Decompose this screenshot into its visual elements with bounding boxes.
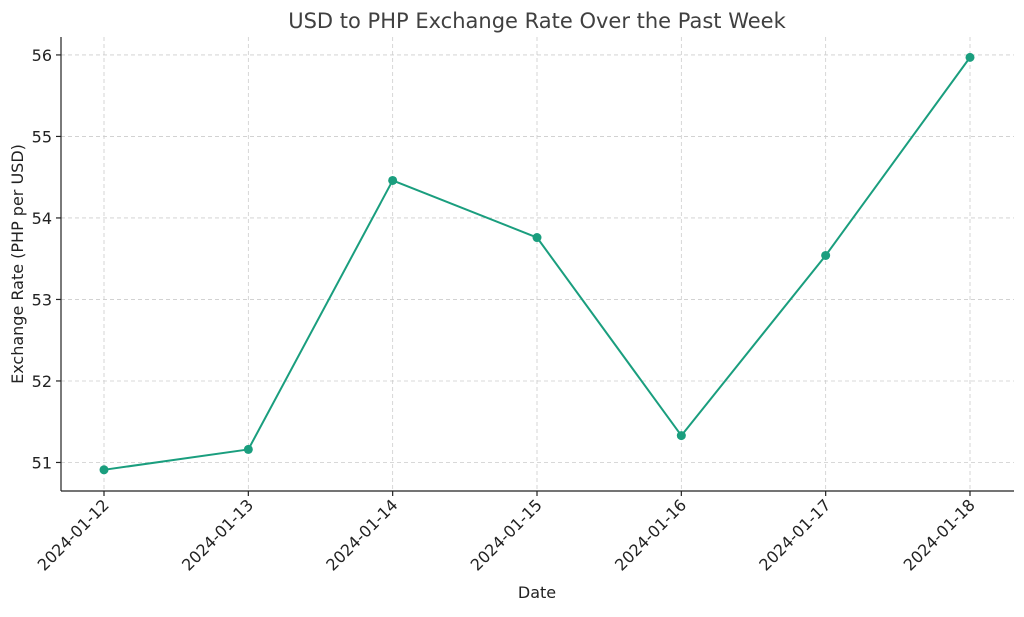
data-point <box>532 233 542 243</box>
x-tick-label: 2024-01-16 <box>611 495 690 574</box>
x-tick-label: 2024-01-17 <box>755 495 834 574</box>
y-ticks: 51 52 53 54 55 56 <box>32 46 61 472</box>
data-point <box>99 465 109 475</box>
x-tick-label: 2024-01-14 <box>322 495 401 574</box>
y-tick-label: 56 <box>32 46 52 65</box>
axes <box>60 37 1014 492</box>
x-tick-label: 2024-01-12 <box>34 495 113 574</box>
x-ticks: 2024-01-12 2024-01-13 2024-01-14 2024-01-15… <box>34 491 979 575</box>
x-axis-label: Date <box>518 583 556 602</box>
x-tick-label: 2024-01-13 <box>178 495 257 574</box>
data-point <box>676 431 686 441</box>
y-tick-label: 55 <box>32 127 52 146</box>
data-point <box>821 250 831 260</box>
series <box>99 52 975 475</box>
y-tick-label: 51 <box>32 453 52 472</box>
y-tick-label: 54 <box>32 209 52 228</box>
chart-title: USD to PHP Exchange Rate Over the Past W… <box>288 9 786 33</box>
grid <box>61 37 1014 491</box>
y-tick-label: 52 <box>32 372 52 391</box>
data-point <box>388 175 398 185</box>
y-axis-label: Exchange Rate (PHP per USD) <box>8 144 27 384</box>
x-tick-label: 2024-01-15 <box>467 495 546 574</box>
x-tick-label: 2024-01-18 <box>900 495 979 574</box>
data-point <box>243 444 253 454</box>
data-point <box>965 52 975 62</box>
y-tick-label: 53 <box>32 290 52 309</box>
